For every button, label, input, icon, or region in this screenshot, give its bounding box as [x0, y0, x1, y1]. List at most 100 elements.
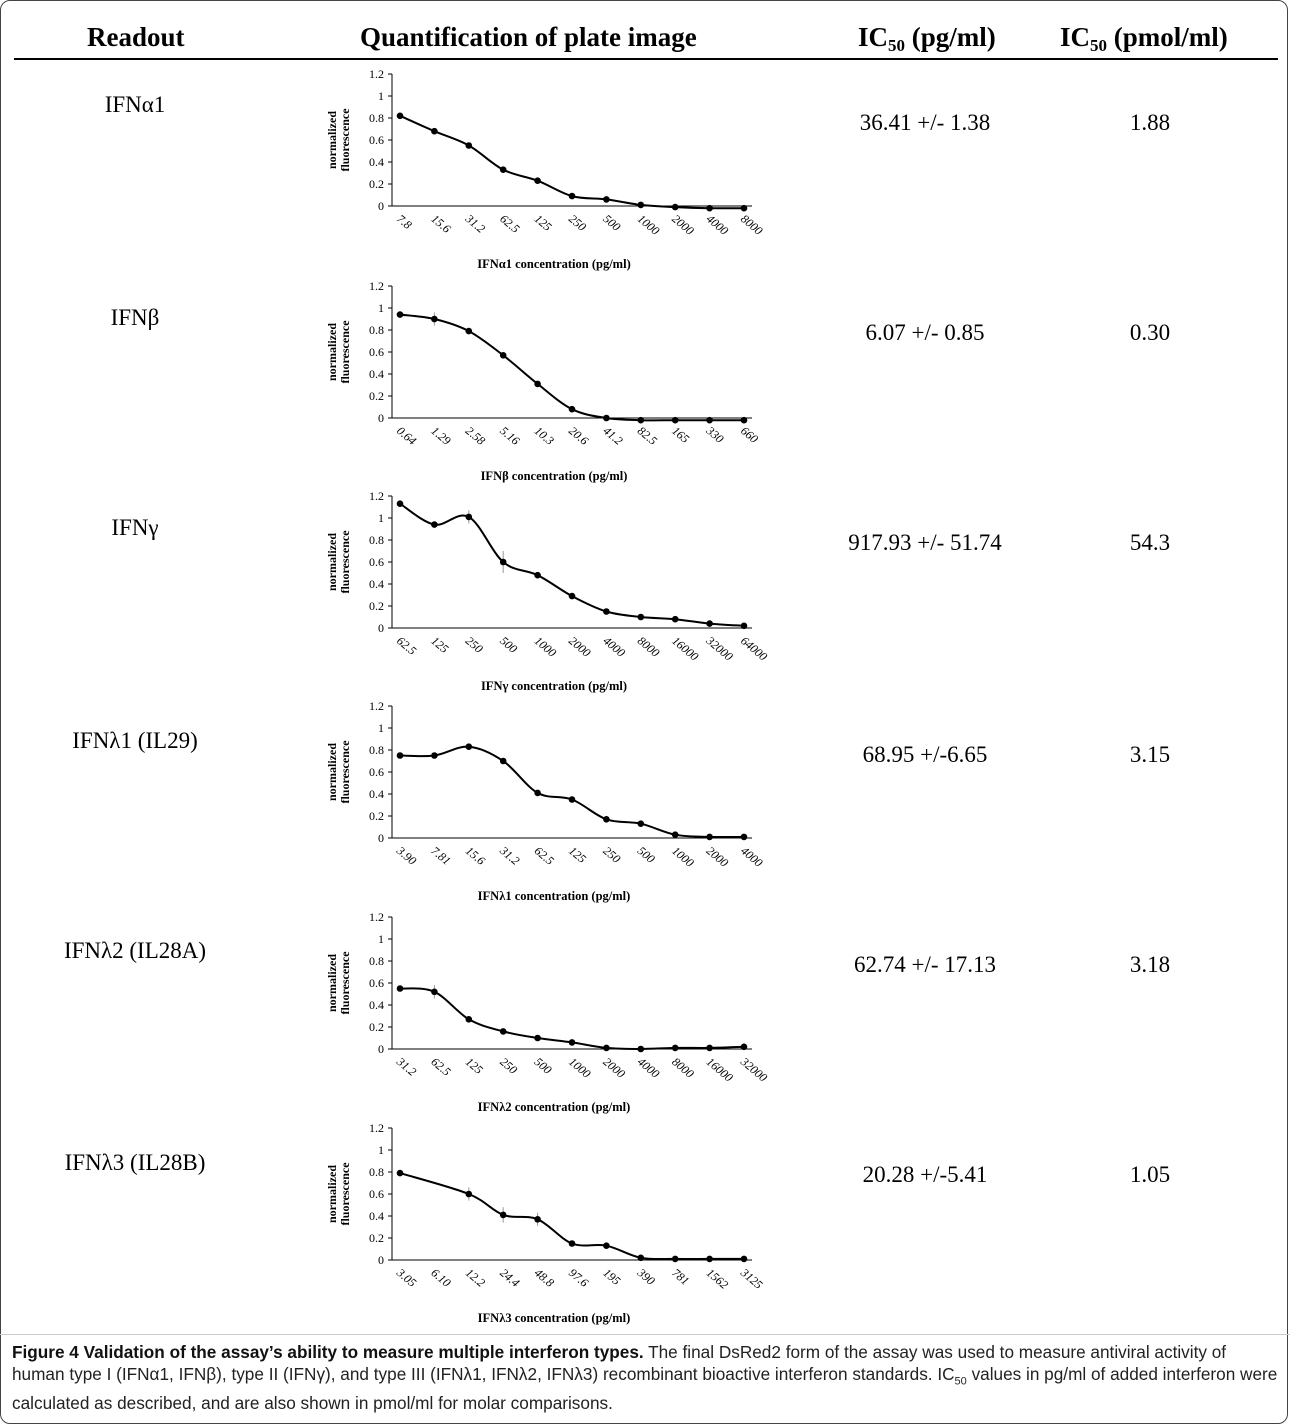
x-tick-label: 8000	[635, 634, 662, 660]
x-tick-label: 8000	[738, 212, 765, 238]
x-tick-label: 16000	[669, 634, 701, 664]
ic50-pg-value: 20.28 +/-5.41	[862, 1162, 988, 1187]
data-point	[396, 985, 404, 992]
data-point	[396, 1169, 404, 1177]
x-axis-label: IFNλ1 concentration (pg/ml)	[478, 889, 631, 903]
y-tick-label: 1.2	[369, 699, 384, 713]
data-point	[534, 1034, 541, 1042]
y-tick-label: 0.4	[369, 787, 384, 801]
data-point	[568, 1240, 576, 1247]
x-tick-label: 64000	[738, 634, 770, 664]
data-point	[499, 1211, 507, 1219]
x-tick-label: 4000	[635, 1055, 662, 1081]
data-point	[568, 1039, 576, 1046]
y-axis-label: normalized	[325, 743, 339, 801]
ic50-pmol-value: 1.05	[1129, 1162, 1171, 1187]
data-point	[637, 820, 645, 827]
data-point	[499, 166, 507, 173]
x-tick-label: 4000	[600, 634, 627, 660]
data-point	[396, 500, 404, 507]
x-tick-label: 660	[738, 424, 761, 446]
data-point	[740, 833, 748, 841]
y-tick-label: 1.2	[369, 1121, 384, 1135]
data-point	[568, 192, 576, 200]
y-tick-label: 1	[378, 721, 384, 735]
readout-label: IFNλ2 (IL28A)	[63, 938, 207, 963]
dose-response-chart: 0 0.2 0.4 0.6 0.8 1 1.2 normalized fluorescence 7…	[325, 67, 765, 271]
y-tick-label: 0	[378, 1253, 384, 1267]
y-tick-label: 0.8	[369, 533, 384, 547]
x-tick-label: 3125	[737, 1265, 765, 1292]
header-ic50-pg: IC50 (pg/ml)	[858, 22, 996, 56]
data-point	[671, 831, 679, 838]
data-point	[671, 416, 679, 424]
caption-ic: IC	[937, 1364, 955, 1384]
y-tick-label: 0.8	[369, 954, 384, 968]
y-tick-label: 1	[378, 932, 384, 946]
data-point	[740, 622, 748, 630]
dose-response-chart: 0 0.2 0.4 0.6 0.8 1 1.2 normalized fluorescence 3…	[325, 699, 765, 903]
x-tick-label: 32000	[737, 1054, 770, 1085]
data-point	[706, 1044, 713, 1052]
y-axis-label: normalized	[325, 111, 339, 169]
data-point	[740, 416, 748, 424]
data-point	[706, 416, 713, 424]
readout-label: IFNλ1 (IL29)	[72, 728, 198, 753]
x-tick-label: 1000	[635, 212, 662, 238]
data-point	[603, 196, 610, 203]
readout-label: IFNα1	[104, 92, 166, 117]
y-tick-label: 0.6	[369, 976, 384, 990]
x-tick-label: 41.2	[600, 424, 625, 448]
x-tick-label: 1000	[669, 844, 696, 870]
data-point	[603, 816, 610, 823]
y-tick-label: 0.8	[369, 1165, 384, 1179]
y-axis-label: fluorescence	[338, 951, 352, 1015]
y-tick-label: 0.2	[369, 177, 384, 191]
y-tick-label: 0.4	[369, 577, 384, 591]
x-axis-label: IFNβ concentration (pg/ml)	[481, 469, 628, 483]
ic50-pg-value: 6.07 +/- 0.85	[865, 320, 985, 345]
table-row: IFNα1 36.41 +/- 1.38 1.88 0 0.2 0.4 0.6 0.8 1 1.2…	[0, 62, 1290, 272]
data-point	[706, 204, 713, 212]
x-tick-label: 2.58	[463, 424, 488, 448]
x-tick-label: 20.6	[566, 424, 591, 448]
y-axis-label: normalized	[325, 533, 339, 591]
data-point	[534, 1216, 541, 1223]
y-tick-label: 1	[378, 301, 384, 315]
ic50-pg-value: 62.74 +/- 17.13	[853, 952, 997, 977]
y-axis-label: fluorescence	[338, 320, 352, 384]
y-axis-label: fluorescence	[338, 530, 352, 594]
y-tick-label: 0	[378, 1042, 384, 1056]
ic50-pmol-value: 54.3	[1129, 530, 1171, 555]
y-tick-label: 1.2	[369, 67, 384, 81]
ic50-pmol-value: 3.15	[1129, 742, 1171, 767]
data-point	[568, 592, 576, 600]
y-tick-label: 0.2	[369, 809, 384, 823]
header-ic50-pg-main: IC	[858, 22, 889, 52]
data-point	[568, 405, 576, 413]
x-tick-label: 125	[428, 634, 451, 656]
x-tick-label: 2000	[600, 1055, 627, 1081]
table-row: IFNλ2 (IL28A) 62.74 +/- 17.13 3.18 0 0.2 0.4 0…	[0, 905, 1290, 1115]
x-tick-label: 500	[635, 844, 658, 866]
y-tick-label: 0	[378, 831, 384, 845]
data-point	[671, 203, 679, 211]
header-rule	[14, 58, 1278, 60]
data-point	[396, 752, 404, 759]
y-tick-label: 0.4	[369, 155, 384, 169]
series-line	[399, 313, 744, 422]
x-tick-label: 97.6	[566, 1266, 591, 1290]
x-tick-label: 15.6	[463, 844, 488, 868]
x-tick-label: 8000	[669, 1055, 696, 1081]
data-point	[637, 416, 645, 424]
x-axis-label: IFNλ3 concentration (pg/ml)	[478, 1311, 631, 1325]
y-tick-label: 0.2	[369, 599, 384, 613]
data-point	[534, 571, 541, 579]
data-point	[499, 757, 507, 765]
data-point	[396, 112, 404, 120]
x-tick-label: 250	[566, 212, 589, 234]
data-point	[706, 1255, 713, 1263]
data-point	[431, 127, 438, 135]
y-tick-label: 1.2	[369, 279, 384, 293]
